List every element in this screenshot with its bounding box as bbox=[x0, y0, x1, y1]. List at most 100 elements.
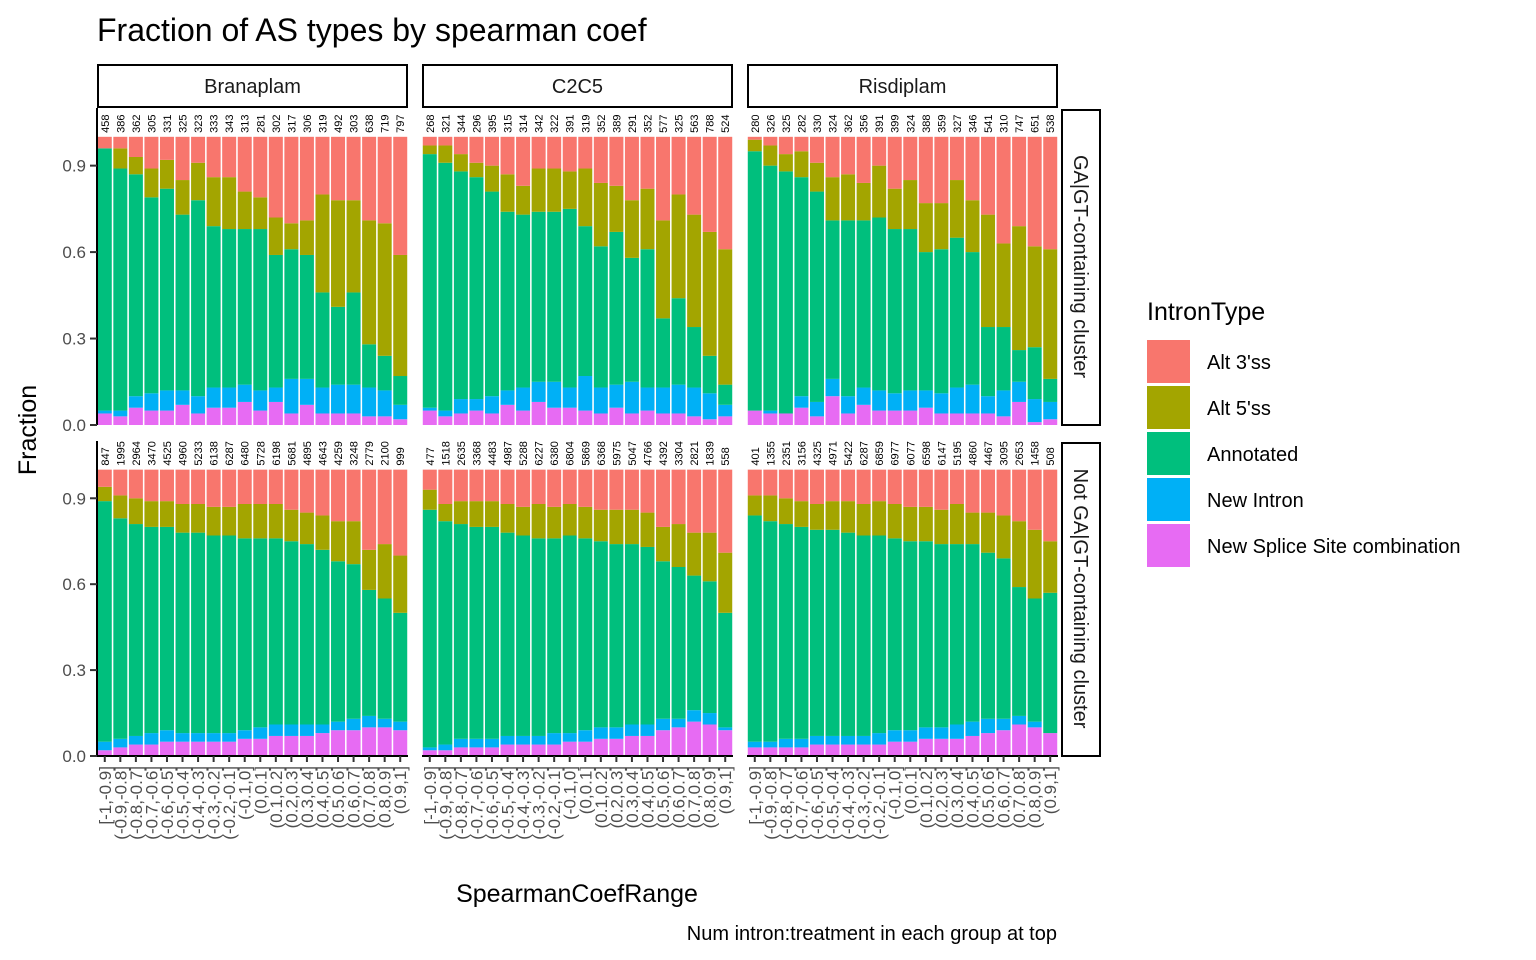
bar-segment bbox=[175, 136, 190, 181]
count-label: 747 bbox=[1014, 114, 1026, 132]
bar-segment bbox=[222, 469, 237, 507]
bar-segment bbox=[299, 512, 314, 545]
bar-segment bbox=[949, 544, 964, 725]
bar-segment bbox=[393, 555, 408, 613]
count-label: 6287 bbox=[224, 441, 236, 465]
bar-segment bbox=[1043, 419, 1058, 425]
count-label: 524 bbox=[720, 114, 732, 132]
bar-segment bbox=[562, 504, 577, 536]
bar-segment bbox=[687, 416, 702, 425]
bar-segment bbox=[175, 504, 190, 533]
bar-segment bbox=[284, 735, 299, 756]
bar-segment bbox=[809, 469, 824, 504]
bar-segment bbox=[346, 521, 361, 565]
bar-segment bbox=[1027, 422, 1042, 425]
x-tick-label: (-0.8,-0.7] bbox=[777, 766, 796, 840]
x-tick-label: [-1,-0.9] bbox=[421, 766, 440, 825]
legend-swatch bbox=[1147, 386, 1190, 429]
bar-segment bbox=[981, 512, 996, 553]
bar-segment bbox=[934, 136, 949, 204]
bar-segment bbox=[438, 469, 453, 504]
bar-segment bbox=[562, 741, 577, 756]
bar-segment bbox=[856, 404, 871, 425]
bar-segment bbox=[438, 521, 453, 745]
count-label: 314 bbox=[518, 114, 530, 132]
count-label: 4392 bbox=[658, 441, 670, 465]
count-label: 388 bbox=[921, 114, 933, 132]
bar-segment bbox=[97, 486, 112, 502]
bar-segment bbox=[593, 182, 608, 247]
count-label: 719 bbox=[380, 114, 392, 132]
bar-segment bbox=[500, 390, 515, 405]
bar-segment bbox=[825, 469, 840, 502]
x-tick-label: (0.7,0.8] bbox=[685, 766, 704, 828]
count-label: 321 bbox=[440, 114, 452, 132]
count-label: 327 bbox=[952, 114, 964, 132]
count-label: 6138 bbox=[209, 441, 221, 465]
bar-segment bbox=[809, 191, 824, 402]
bar-segment bbox=[331, 413, 346, 425]
y-axis-title: Fraction bbox=[14, 385, 42, 475]
count-label: 395 bbox=[487, 114, 499, 132]
bar-segment bbox=[268, 469, 283, 504]
bar-segment bbox=[206, 387, 221, 408]
bar-segment bbox=[687, 721, 702, 756]
bar-segment bbox=[547, 538, 562, 734]
x-tick-label: (-0.9,-0.8] bbox=[111, 766, 130, 840]
bar-segment bbox=[702, 419, 717, 425]
bar-segment bbox=[144, 526, 159, 734]
bar-segment bbox=[191, 504, 206, 533]
bar-segment bbox=[1043, 401, 1058, 420]
count-label: 4325 bbox=[812, 441, 824, 465]
bar-segment bbox=[500, 504, 515, 533]
bar-segment bbox=[393, 254, 408, 377]
bar-segment bbox=[346, 730, 361, 756]
bar-segment bbox=[578, 741, 593, 756]
bar-segment bbox=[144, 733, 159, 745]
bar-segment bbox=[949, 413, 964, 425]
count-label: 399 bbox=[890, 114, 902, 132]
bar-segment bbox=[500, 744, 515, 756]
count-label: 391 bbox=[565, 114, 577, 132]
bar-segment bbox=[97, 413, 112, 425]
panel-branaplam-gagt: 458 386 362 305 331 325 323 333 343 313 281 302 317 3… bbox=[97, 114, 408, 425]
bar-segment bbox=[547, 744, 562, 756]
count-label: 325 bbox=[178, 114, 190, 132]
bar-segment bbox=[253, 136, 268, 198]
count-label: 999 bbox=[395, 447, 407, 465]
bar-segment bbox=[747, 469, 762, 496]
bar-segment bbox=[113, 136, 128, 149]
bar-segment bbox=[438, 136, 453, 146]
bar-segment bbox=[640, 546, 655, 725]
bar-segment bbox=[624, 724, 639, 736]
count-label: 847 bbox=[100, 447, 112, 465]
bar-segment bbox=[237, 469, 252, 504]
bar-segment bbox=[113, 416, 128, 425]
count-label: 359 bbox=[936, 114, 948, 132]
bar-segment bbox=[547, 407, 562, 425]
bar-segment bbox=[593, 246, 608, 388]
bar-segment bbox=[113, 168, 128, 411]
bar-segment bbox=[422, 136, 437, 146]
bar-segment bbox=[747, 747, 762, 756]
bar-segment bbox=[825, 177, 840, 221]
bar-segment bbox=[809, 162, 824, 192]
bar-segment bbox=[237, 136, 252, 192]
x-tick-label: (0.9,1] bbox=[1041, 766, 1060, 814]
bar-segment bbox=[825, 220, 840, 379]
x-tick-label: (-0.2,-0.1] bbox=[870, 766, 889, 840]
count-label: 303 bbox=[349, 114, 361, 132]
bar-segment bbox=[422, 509, 437, 748]
bar-segment bbox=[144, 410, 159, 425]
bar-segment bbox=[640, 188, 655, 250]
bar-segment bbox=[887, 229, 902, 394]
bar-segment bbox=[97, 148, 112, 411]
count-label: 6380 bbox=[549, 441, 561, 465]
bar-segment bbox=[809, 744, 824, 756]
bar-segment bbox=[996, 390, 1011, 417]
panel-c2c5-gagt: 268 321 344 296 395 315 314 342 322 391 319 352 389 2… bbox=[422, 114, 733, 425]
bar-segment bbox=[531, 538, 546, 736]
bar-segment bbox=[718, 469, 733, 553]
bar-segment bbox=[175, 469, 190, 504]
bar-segment bbox=[887, 410, 902, 425]
